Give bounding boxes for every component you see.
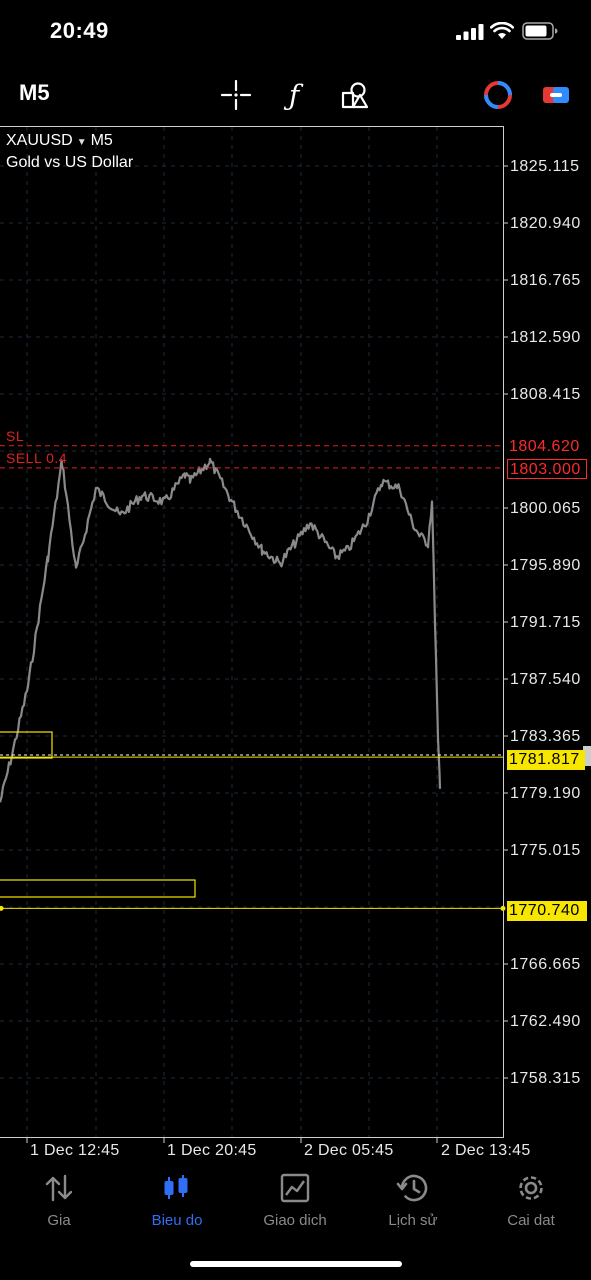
price-axis-label: 1820.940	[510, 215, 581, 232]
sl-label: SL	[6, 428, 25, 444]
settings-icon	[472, 1170, 590, 1206]
symbol-label[interactable]: XAUUSD ▼ M5	[6, 132, 113, 150]
nav-settings[interactable]: Cai dat	[472, 1170, 590, 1229]
price-axis-label: 1775.015	[510, 842, 581, 859]
account-icon[interactable]	[539, 78, 573, 112]
price-axis-label: 1766.665	[510, 956, 581, 973]
history-icon	[354, 1170, 472, 1206]
symbol-name: XAUUSD	[6, 132, 73, 149]
nav-label: Giao dich	[263, 1212, 327, 1229]
symbol-timeframe: M5	[90, 132, 113, 149]
price-axis-label: 1758.315	[510, 1070, 581, 1087]
price-axis-label: 1812.590	[510, 329, 581, 346]
price-axis-label: 1816.765	[510, 272, 581, 289]
ask-price-tag	[583, 746, 591, 766]
trade-icon	[236, 1170, 354, 1206]
nav-quotes[interactable]: Gia	[0, 1170, 118, 1229]
price-axis-label: 1795.890	[510, 557, 581, 574]
wifi-icon	[490, 22, 514, 39]
sell-price-tag: 1803.000	[507, 459, 587, 479]
price-axis-label: 1825.115	[510, 158, 580, 175]
caret-down-icon: ▼	[76, 137, 87, 148]
alert-handle	[500, 905, 506, 911]
price-axis-label: 1779.190	[510, 785, 581, 802]
sl-price-tag: 1804.620	[509, 438, 580, 455]
home-indicator	[190, 1261, 402, 1267]
time-axis-label: 1 Dec 20:45	[167, 1142, 257, 1159]
time-axis-label: 2 Dec 13:45	[441, 1142, 531, 1159]
nav-history[interactable]: Lịch sử	[354, 1170, 472, 1229]
time-axis-label: 2 Dec 05:45	[304, 1142, 394, 1159]
nav-label: Cai dat	[507, 1212, 555, 1229]
price-axis-label: 1791.715	[510, 614, 581, 631]
nav-label: Lịch sử	[388, 1212, 438, 1229]
battery-icon	[522, 22, 558, 40]
crosshair-icon[interactable]	[219, 78, 253, 112]
nav-chart[interactable]: Bieu do	[118, 1170, 236, 1229]
status-time: 20:49	[50, 18, 109, 43]
price-axis-label: 1787.540	[510, 671, 581, 688]
chart-icon	[118, 1170, 236, 1206]
time-axis-label: 1 Dec 12:45	[30, 1142, 120, 1159]
alert-price-tag: 1770.740	[507, 901, 587, 921]
price-line-series	[0, 457, 442, 803]
zone-rectangle	[0, 731, 53, 759]
symbol-description: Gold vs US Dollar	[6, 154, 134, 171]
price-axis-label: 1808.415	[510, 386, 581, 403]
nav-label: Gia	[47, 1212, 71, 1229]
timer-icon[interactable]	[481, 78, 515, 112]
objects-icon[interactable]	[338, 78, 372, 112]
price-axis-label: 1800.065	[510, 500, 581, 517]
nav-label: Bieu do	[151, 1212, 203, 1229]
quotes-icon	[0, 1170, 118, 1206]
cellular-signal-icon	[456, 24, 484, 40]
bid-price-tag: 1781.817	[507, 750, 585, 770]
price-axis-label: 1783.365	[510, 728, 581, 745]
price-axis-label: 1762.490	[510, 1013, 581, 1030]
chart-area[interactable]	[0, 126, 504, 1138]
zone-rectangle	[0, 879, 196, 898]
alert-handle	[0, 905, 4, 911]
nav-trade[interactable]: Giao dich	[236, 1170, 354, 1229]
function-icon[interactable]: ƒ	[288, 78, 300, 112]
sell-label: SELL 0.4	[6, 450, 68, 466]
timeframe-selector[interactable]: M5	[19, 80, 50, 105]
